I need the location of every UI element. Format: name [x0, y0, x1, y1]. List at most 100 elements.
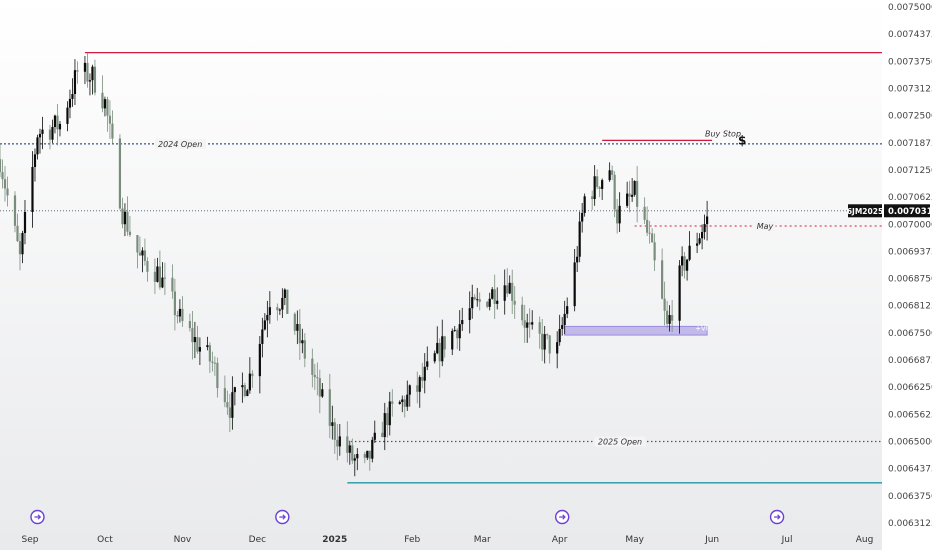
candle-body[interactable] [348, 445, 351, 453]
candle-body[interactable] [563, 313, 566, 326]
candle-body[interactable] [153, 271, 157, 282]
candle-body[interactable] [158, 266, 162, 288]
candle-body[interactable] [216, 362, 219, 389]
candle-body[interactable] [373, 432, 376, 440]
candle-body[interactable] [476, 299, 479, 301]
candle-body[interactable] [171, 277, 174, 292]
candle-body[interactable] [91, 66, 94, 81]
candle-body[interactable] [633, 180, 636, 195]
candle-body[interactable] [508, 282, 511, 294]
candle-body[interactable] [281, 297, 284, 310]
candle-body[interactable] [581, 212, 584, 222]
candle-body[interactable] [496, 300, 499, 304]
candle-body[interactable] [21, 233, 24, 255]
candle-body[interactable] [126, 211, 129, 232]
candle-body[interactable] [566, 306, 569, 314]
candle-body[interactable] [596, 176, 599, 187]
candle-body[interactable] [346, 436, 349, 453]
candle-body[interactable] [258, 343, 261, 377]
candle-body[interactable] [383, 413, 386, 438]
candle-body[interactable] [18, 241, 22, 255]
candle-body[interactable] [176, 315, 179, 317]
candle-body[interactable] [338, 436, 341, 447]
candle-body[interactable] [123, 211, 127, 225]
candle-body[interactable] [16, 225, 19, 242]
candle-body[interactable] [381, 432, 384, 438]
candle-body[interactable] [193, 337, 196, 343]
candle-body[interactable] [356, 453, 359, 459]
candle-body[interactable] [366, 450, 369, 458]
candle-body[interactable] [106, 99, 109, 116]
candle-body[interactable] [351, 445, 354, 461]
candle-body[interactable] [198, 347, 201, 352]
candle-body[interactable] [368, 450, 371, 459]
candle-body[interactable] [406, 394, 409, 407]
candle-body[interactable] [363, 453, 366, 458]
candle-body[interactable] [88, 80, 92, 82]
candle-body[interactable] [6, 188, 9, 196]
candle-body[interactable] [473, 297, 476, 300]
candle-body[interactable] [458, 324, 461, 339]
candle-body[interactable] [206, 345, 209, 348]
symbol-tag[interactable]: 6JM2025 [847, 207, 883, 216]
candle-body[interactable] [228, 407, 231, 418]
candle-body[interactable] [108, 115, 112, 124]
candle-body[interactable] [593, 176, 596, 200]
candle-body[interactable] [453, 329, 456, 331]
candle-body[interactable] [1, 172, 4, 180]
candle-body[interactable] [371, 439, 374, 459]
candle-body[interactable] [631, 194, 634, 197]
candle-body[interactable] [426, 361, 429, 367]
candle-body[interactable] [486, 301, 489, 307]
candle-body[interactable] [701, 232, 704, 239]
candle-body[interactable] [208, 345, 211, 362]
candle-body[interactable] [181, 308, 184, 322]
candle-body[interactable] [161, 277, 164, 288]
candle-body[interactable] [451, 330, 454, 350]
candle-body[interactable] [441, 336, 444, 362]
candle-body[interactable] [443, 336, 446, 350]
candle-body[interactable] [38, 133, 42, 138]
candle-body[interactable] [591, 196, 594, 200]
candle-body[interactable] [661, 260, 664, 299]
candle-body[interactable] [421, 377, 424, 381]
candle-body[interactable] [103, 99, 107, 109]
candle-body[interactable] [408, 385, 411, 395]
candle-body[interactable] [333, 422, 336, 440]
candle-body[interactable] [286, 289, 289, 314]
candle-body[interactable] [76, 70, 79, 72]
candle-body[interactable] [558, 328, 561, 343]
candle-body[interactable] [128, 231, 132, 235]
candle-body[interactable] [321, 389, 324, 397]
candle-body[interactable] [543, 334, 546, 350]
candle-body[interactable] [101, 92, 104, 109]
candle-body[interactable] [618, 205, 621, 224]
candle-body[interactable] [241, 385, 244, 388]
candle-body[interactable] [223, 388, 226, 403]
candle-body[interactable] [705, 216, 709, 225]
event-icon[interactable] [30, 509, 45, 525]
candle-body[interactable] [58, 123, 62, 130]
candle-body[interactable] [331, 422, 334, 426]
candle-body[interactable] [316, 377, 319, 379]
candle-body[interactable] [493, 289, 496, 304]
candle-body[interactable] [613, 174, 616, 210]
candle-body[interactable] [141, 250, 144, 256]
candle-body[interactable] [698, 238, 701, 244]
candle-body[interactable] [548, 335, 551, 354]
candle-body[interactable] [678, 265, 681, 321]
candle-body[interactable] [13, 195, 17, 226]
candle-body[interactable] [313, 374, 316, 378]
candle-body[interactable] [66, 107, 69, 124]
candle-body[interactable] [278, 309, 281, 311]
candle-body[interactable] [666, 310, 669, 324]
candle-body[interactable] [506, 285, 509, 294]
candle-body[interactable] [188, 321, 191, 329]
candle-body[interactable] [276, 307, 279, 311]
candle-body[interactable] [521, 304, 524, 321]
candle-body[interactable] [438, 342, 441, 362]
events-layer[interactable] [30, 509, 785, 525]
candle-body[interactable] [556, 342, 559, 354]
candle-body[interactable] [456, 329, 459, 339]
